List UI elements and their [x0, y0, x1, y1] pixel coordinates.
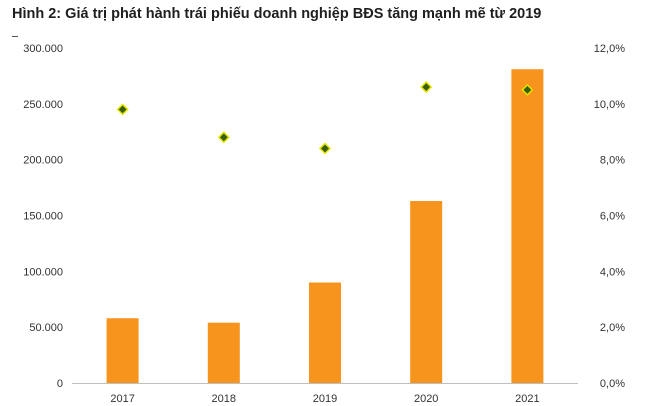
left-axis-tick-label: 200.000: [23, 155, 63, 167]
x-axis-tick-label: 2018: [212, 393, 236, 405]
right-axis-tick-label: 8,0%: [600, 155, 625, 167]
x-axis-ticks: 2017 2018 2019 2020 2021: [110, 393, 539, 405]
bar-2021: [511, 69, 544, 383]
left-axis-tick-label: 300.000: [23, 43, 63, 55]
marker-2021: [521, 83, 534, 96]
x-axis-tick-label: 2021: [515, 393, 539, 405]
right-axis-tick-label: 10,0%: [594, 99, 625, 111]
marker-2020: [420, 81, 433, 94]
bar-2020: [410, 200, 443, 383]
right-axis-tick-label: 12,0%: [594, 43, 625, 55]
marker-series: [116, 81, 534, 155]
x-axis-tick-label: 2017: [110, 393, 134, 405]
right-axis-ticks: 0,0% 2,0% 4,0% 6,0% 8,0% 10,0% 12,0%: [594, 43, 625, 390]
bar-2017: [106, 318, 139, 383]
left-axis-tick-label: 250.000: [23, 99, 63, 111]
left-axis-tick-label: 150.000: [23, 211, 63, 223]
right-axis-tick-label: 6,0%: [600, 211, 625, 223]
left-axis-tick-label: 50.000: [29, 322, 63, 334]
marker-2018: [217, 131, 230, 144]
right-axis-tick-label: 2,0%: [600, 322, 625, 334]
left-axis-tick-label: 100.000: [23, 266, 63, 278]
left-axis-ticks: 0 50.000 100.000 150.000 200.000 250.000 300.0…: [23, 43, 63, 390]
title-underline-mark: [12, 36, 18, 37]
left-axis-tick-label: 0: [57, 378, 63, 390]
x-axis-tick-label: 2019: [313, 393, 337, 405]
bar-2018: [207, 322, 240, 383]
right-axis-tick-label: 0,0%: [600, 378, 625, 390]
bar-2019: [309, 282, 341, 383]
chart-title: Hình 2: Giá trị phát hành trái phiếu doa…: [12, 6, 542, 22]
bar-series: [106, 69, 544, 383]
marker-2017: [116, 103, 129, 116]
right-axis-tick-label: 4,0%: [600, 266, 625, 278]
x-axis-tick-label: 2020: [414, 393, 438, 405]
marker-2019: [318, 142, 332, 155]
